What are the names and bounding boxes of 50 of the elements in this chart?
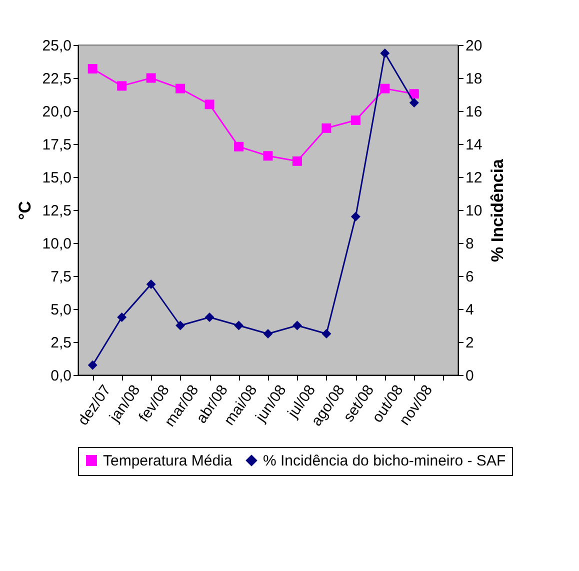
point (204, 312, 214, 322)
y-tick-label: 25,0 (42, 38, 72, 54)
y2-tick-label: 14 (466, 136, 482, 154)
point (88, 360, 98, 370)
y2-tick-label: 0 (466, 368, 474, 384)
point (146, 280, 156, 289)
y-tick-label: 12,5 (42, 202, 72, 220)
point (263, 151, 273, 161)
y-tick-label: 0,0 (50, 368, 72, 384)
y2-tick-label: 18 (466, 70, 482, 88)
point (322, 123, 332, 133)
y-tick-label: 2,5 (50, 334, 72, 352)
point (176, 84, 186, 94)
y2-tick-label: 20 (466, 38, 482, 54)
y-tick-label: 5,0 (50, 302, 72, 318)
point (88, 64, 98, 74)
y2-tick-label: 16 (466, 104, 482, 120)
y-tick-label: 20,0 (42, 104, 72, 120)
y2-tick-label: 10 (466, 202, 482, 220)
y2-tick-label: 12 (466, 170, 482, 186)
point (263, 329, 273, 338)
point (350, 212, 360, 222)
point (322, 329, 332, 338)
point (350, 115, 360, 125)
point (409, 98, 419, 108)
y-axis-title: °C (15, 200, 34, 220)
point (176, 320, 186, 330)
y-tick-label: 17,5 (42, 136, 72, 154)
y-tick-label: 22,5 (42, 70, 72, 88)
point (204, 100, 214, 110)
point (380, 48, 390, 58)
point (292, 156, 302, 166)
point (146, 73, 156, 83)
point (292, 320, 302, 330)
legend-label: Temperatura Média (103, 452, 233, 470)
y-tick-label: 15,0 (42, 170, 72, 186)
y-tick-label: 10,0 (42, 236, 72, 252)
point (117, 81, 127, 91)
legend-label: % Incidência do bicho-mineiro - SAF (263, 452, 506, 470)
point (380, 84, 390, 94)
point (234, 142, 244, 152)
y2-axis-title: % Incidência (488, 158, 508, 262)
point (234, 320, 244, 330)
y-tick-label: 7,5 (50, 268, 72, 286)
y2-tick-label: 2 (466, 334, 474, 352)
y2-tick-label: 6 (466, 268, 474, 286)
y2-tick-label: 8 (466, 236, 474, 252)
point (409, 89, 419, 99)
point (117, 312, 127, 322)
y2-tick-label: 4 (466, 302, 474, 318)
